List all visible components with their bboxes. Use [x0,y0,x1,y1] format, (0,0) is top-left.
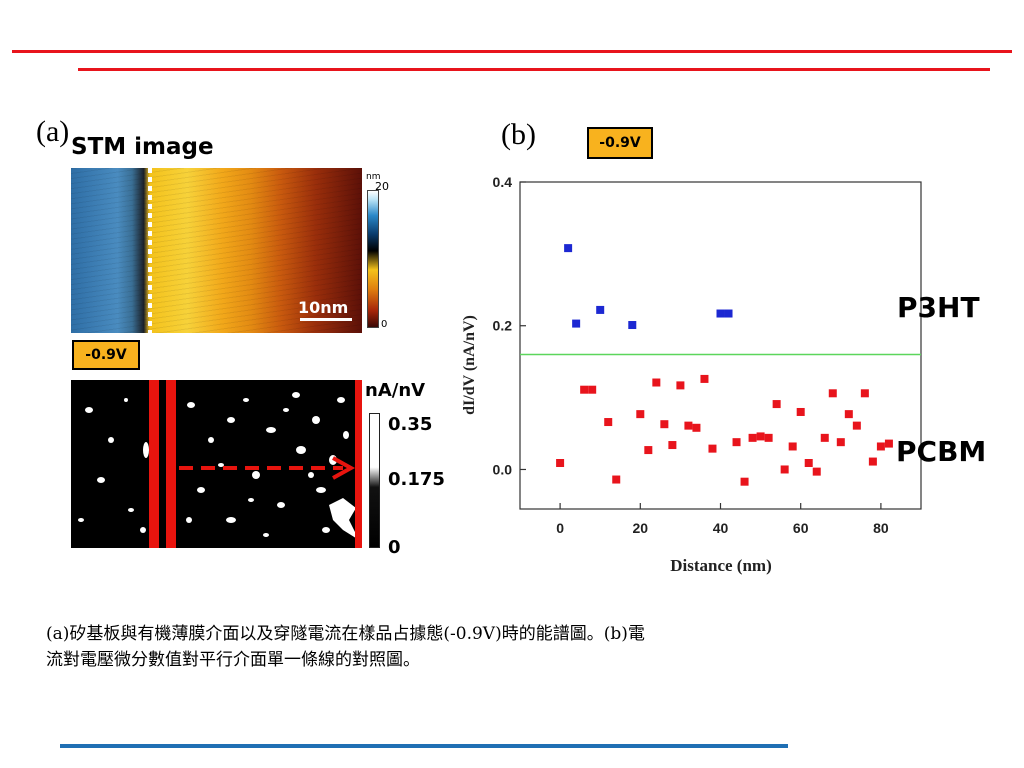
stm-image [71,168,362,333]
pcbm-point [764,433,773,442]
pcbm-point [580,385,589,394]
current-tick-low: 0 [388,537,401,558]
plot-frame [519,181,922,510]
pcbm-point [796,407,805,416]
current-tick-high: 0.35 [388,414,433,435]
annotation-p3ht: P3HT [897,291,980,324]
pcbm-point [876,442,885,451]
annotation-pcbm: PCBM [896,435,986,468]
p3ht-point [628,321,637,330]
y-axis-label: dI/dV (nA/nV) [461,315,478,415]
pcbm-point [772,400,781,409]
figure-caption: (a)矽基板與有機薄膜介面以及穿隧電流在樣品占據態(-0.9V)時的能譜圖。(b… [46,621,976,673]
p3ht-point [596,305,605,314]
pcbm-point [860,389,869,398]
p3ht-point [572,319,581,328]
bottom-blue-rule [60,744,788,748]
current-map-image [71,380,362,548]
pcbm-point [748,433,757,442]
pcbm-point [868,457,877,466]
data-points [556,244,893,486]
panel-a-label: (a) [36,115,70,148]
pcbm-point [820,433,829,442]
pcbm-point [844,410,853,419]
second-red-rule [78,68,990,71]
pcbm-point [644,446,653,455]
panel-b-label: (b) [501,118,536,151]
pcbm-point [788,442,797,451]
pcbm-point [652,378,661,387]
caption-line-1: (a)矽基板與有機薄膜介面以及穿隧電流在樣品占據態(-0.9V)時的能譜圖。(b… [46,624,645,644]
pcbm-point [556,459,565,468]
x-tick-label: 80 [873,520,889,536]
pcbm-point [692,423,701,432]
pcbm-point [588,385,597,394]
x-tick-label: 40 [713,520,729,536]
p3ht-point [716,309,725,318]
pcbm-point [668,441,677,450]
pcbm-point [780,465,789,474]
y-tick-label: 0.0 [493,461,513,477]
y-axis: 0.0 0.2 0.4 [493,174,526,477]
pcbm-point [812,467,821,476]
pcbm-point [836,438,845,447]
pcbm-point [732,438,741,447]
colorbar-min: 0 [381,319,388,330]
colorbar-max: 20 [375,180,389,193]
current-tick-mid: 0.175 [388,469,445,490]
top-red-rule [12,50,1012,53]
x-tick-label: 60 [793,520,809,536]
pcbm-point [660,420,669,429]
current-blob-group [78,392,359,540]
p3ht-point [564,244,573,253]
interface-band-far [355,380,362,548]
current-grayscale-bar [369,413,380,548]
pcbm-point [684,421,693,430]
caption-line-2: 流對電壓微分數值對平行介面單一條線的對照圖。 [46,650,420,670]
colorbar-unit: nm [366,172,381,182]
pcbm-point [852,421,861,430]
dIdV-scatter-chart: 0.0 0.2 0.4 0 20 40 60 80 dI/dV (nA/nV) Distan… [461,174,986,575]
current-map-blobs [78,392,359,540]
pcbm-point [828,389,837,398]
scale-bar [300,318,352,321]
pcbm-point [700,374,709,383]
pcbm-point [636,410,645,419]
scale-bar-label: 10nm [298,298,349,317]
current-unit-label: nA/nV [365,380,426,401]
stm-image-title: STM image [71,134,214,160]
pcbm-point [604,418,613,427]
pcbm-point [804,459,813,468]
x-axis: 0 20 40 60 80 [556,503,889,536]
x-axis-label: Distance (nm) [670,556,772,575]
panel-a-voltage-badge: -0.9V [72,340,140,370]
y-tick-label: 0.4 [493,174,513,190]
interface-band-left [149,380,159,548]
pcbm-point [740,477,749,486]
panel-b-voltage-badge: -0.9V [587,127,653,159]
interface-band-right [166,380,176,548]
pcbm-point [708,444,717,453]
pcbm-point [612,475,621,484]
pcbm-point [676,381,685,390]
height-colorbar [367,190,379,328]
pcbm-point [756,432,765,441]
scan-arrow-head [332,456,356,480]
pcbm-point [884,439,893,448]
interface-dashed-line [148,168,152,333]
y-tick-label: 0.2 [493,318,513,334]
stm-texture [71,168,362,333]
x-tick-label: 0 [556,520,564,536]
x-tick-label: 20 [633,520,649,536]
p3ht-point [724,309,733,318]
